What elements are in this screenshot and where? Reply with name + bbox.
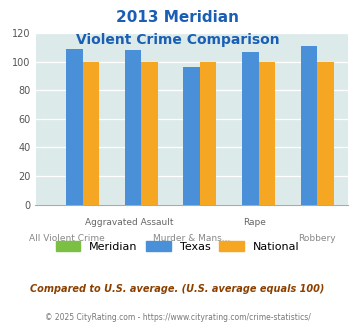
Bar (66, 49, 83, 205)
Text: Rape: Rape (243, 218, 266, 227)
Bar (301, 46, 317, 205)
Bar (200, 62, 216, 205)
Bar (125, 50, 141, 205)
Legend: Meridian, Texas, National: Meridian, Texas, National (51, 237, 304, 256)
Text: © 2025 CityRating.com - https://www.cityrating.com/crime-statistics/: © 2025 CityRating.com - https://www.city… (45, 314, 310, 322)
Text: 2013 Meridian: 2013 Meridian (116, 10, 239, 25)
Text: Violent Crime Comparison: Violent Crime Comparison (76, 33, 279, 47)
Text: Robbery: Robbery (298, 234, 335, 243)
Bar (317, 62, 334, 205)
Text: Compared to U.S. average. (U.S. average equals 100): Compared to U.S. average. (U.S. average … (30, 284, 325, 294)
Text: Aggravated Assault: Aggravated Assault (85, 218, 174, 227)
Bar (141, 62, 158, 205)
Text: Murder & Mans...: Murder & Mans... (153, 234, 230, 243)
Bar (184, 67, 200, 205)
Text: All Violent Crime: All Violent Crime (29, 234, 105, 243)
Bar (83, 62, 99, 205)
Bar (242, 51, 258, 205)
Bar (258, 62, 275, 205)
